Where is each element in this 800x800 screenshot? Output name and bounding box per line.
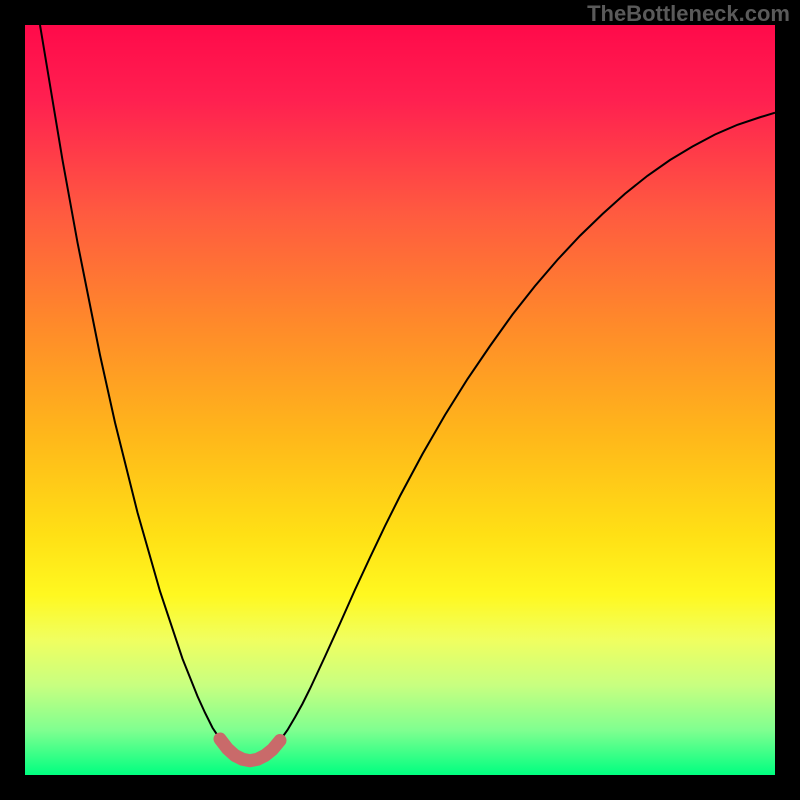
watermark-text: TheBottleneck.com — [587, 1, 790, 27]
chart-root: TheBottleneck.com — [0, 0, 800, 800]
gradient-background — [25, 25, 775, 775]
bottleneck-chart — [0, 0, 800, 800]
